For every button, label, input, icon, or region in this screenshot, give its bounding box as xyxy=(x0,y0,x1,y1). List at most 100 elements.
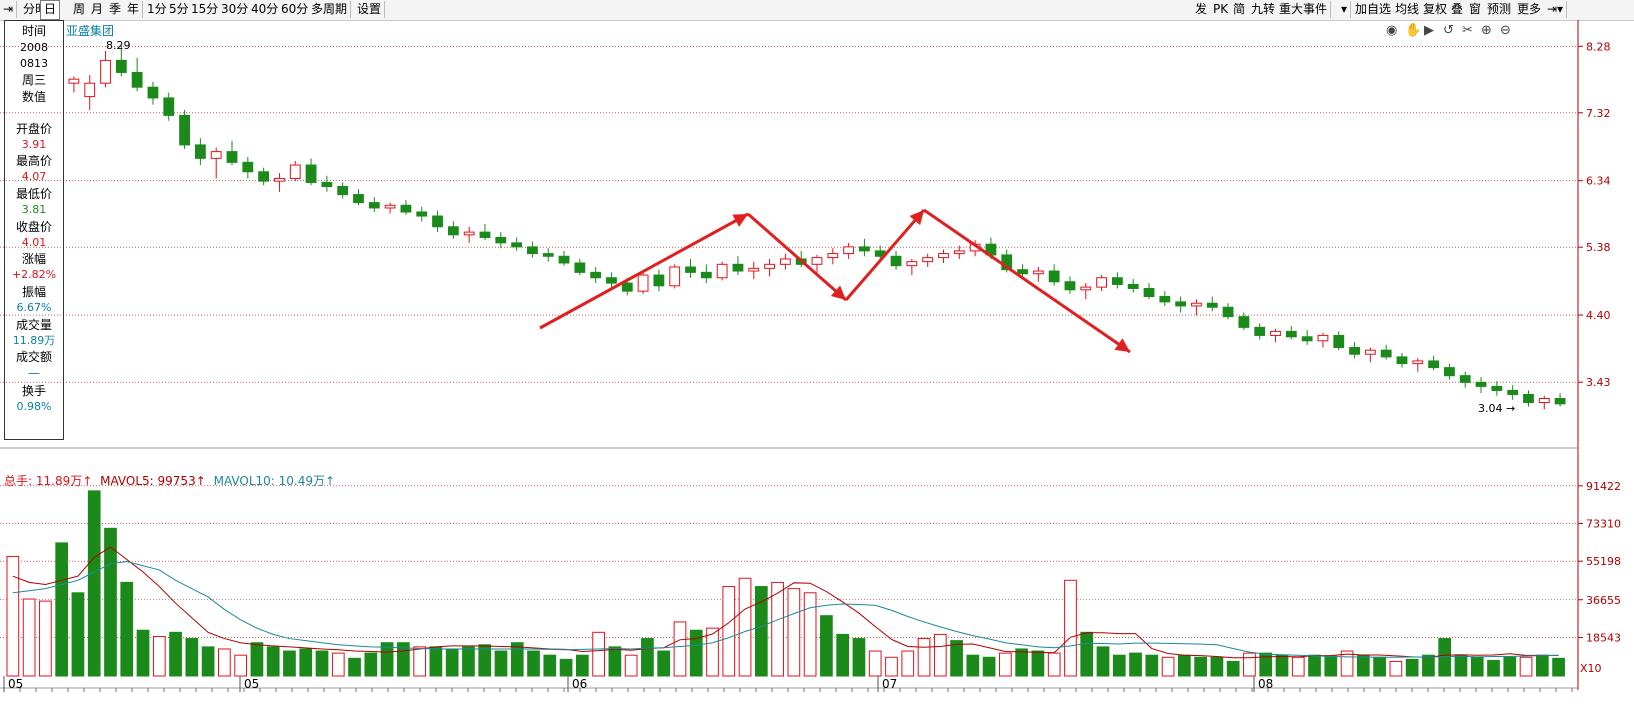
volume-bar[interactable] xyxy=(55,542,69,677)
volume-bar[interactable] xyxy=(771,581,784,677)
volume-bar[interactable] xyxy=(185,638,199,677)
candle-body[interactable] xyxy=(811,257,823,265)
volume-bar[interactable] xyxy=(1535,654,1549,677)
candle-body[interactable] xyxy=(1175,301,1187,307)
candle-body[interactable] xyxy=(716,263,728,279)
right-button-2[interactable]: 简 xyxy=(1230,1,1250,18)
candle-body[interactable] xyxy=(922,257,934,263)
volume-bar[interactable] xyxy=(39,600,52,677)
volume-bar[interactable] xyxy=(1275,654,1289,677)
chevron-down-icon[interactable]: ▾ xyxy=(1338,1,1352,18)
candle-body[interactable] xyxy=(859,246,870,252)
volume-bar[interactable] xyxy=(608,646,622,677)
right-button-5[interactable]: 加自选 xyxy=(1352,1,1396,18)
volume-bar[interactable] xyxy=(1470,656,1484,677)
volume-bar[interactable] xyxy=(71,592,85,677)
candle-body[interactable] xyxy=(163,97,175,116)
volume-bar[interactable] xyxy=(1291,656,1305,677)
period-tab-10[interactable]: 40分 xyxy=(248,1,283,18)
candle-body[interactable] xyxy=(479,231,491,238)
volume-bar[interactable] xyxy=(1503,656,1517,677)
volume-bar[interactable] xyxy=(169,631,182,677)
right-button-4[interactable]: 重大事件 xyxy=(1276,1,1332,18)
scissors-icon[interactable]: ✂ xyxy=(1462,23,1473,38)
volume-bar[interactable] xyxy=(1552,657,1565,677)
volume-bar[interactable] xyxy=(673,621,687,677)
candle-body[interactable] xyxy=(1127,283,1139,289)
candle-body[interactable] xyxy=(68,78,80,84)
volume-bar[interactable] xyxy=(136,629,150,677)
candle-body[interactable] xyxy=(1444,367,1455,377)
candle-body[interactable] xyxy=(463,231,475,236)
volume-bar[interactable] xyxy=(803,592,817,677)
volume-bar[interactable] xyxy=(104,527,117,677)
candle-body[interactable] xyxy=(1206,302,1218,308)
candle-body[interactable] xyxy=(100,59,111,84)
play-icon[interactable]: ▶ xyxy=(1424,23,1434,38)
candle-body[interactable] xyxy=(606,277,617,284)
candle-body[interactable] xyxy=(1317,334,1329,342)
candle-body[interactable] xyxy=(1270,330,1281,336)
candle-body[interactable] xyxy=(511,242,523,248)
candle-body[interactable] xyxy=(637,274,649,292)
volume-bar[interactable] xyxy=(1389,660,1403,677)
volume-bar[interactable] xyxy=(1324,655,1338,677)
candle-body[interactable] xyxy=(1554,397,1566,405)
candle-body[interactable] xyxy=(700,271,712,279)
candle-body[interactable] xyxy=(1475,381,1487,387)
volume-bar[interactable] xyxy=(706,627,719,677)
volume-bar[interactable] xyxy=(234,654,248,677)
candle-body[interactable] xyxy=(1048,270,1060,283)
volume-bar[interactable] xyxy=(315,650,329,677)
candle-body[interactable] xyxy=(147,86,159,99)
candle-body[interactable] xyxy=(1396,356,1408,365)
period-tab-9[interactable]: 30分 xyxy=(218,1,253,18)
candle-body[interactable] xyxy=(226,151,238,163)
candle-body[interactable] xyxy=(194,144,206,159)
volume-bar[interactable] xyxy=(1080,631,1094,677)
candle-body[interactable] xyxy=(1096,277,1107,288)
candle-body[interactable] xyxy=(368,202,380,209)
candle-body[interactable] xyxy=(1064,281,1076,291)
candle-body[interactable] xyxy=(906,261,918,267)
candle-body[interactable] xyxy=(258,171,270,182)
candle-body[interactable] xyxy=(1364,349,1376,355)
right-button-3[interactable]: 九转 xyxy=(1248,1,1280,18)
right-button-7[interactable]: 复权 xyxy=(1420,1,1452,18)
volume-bar[interactable] xyxy=(1519,656,1533,677)
period-tab-2[interactable]: 周 xyxy=(70,1,90,18)
candle-body[interactable] xyxy=(1349,347,1360,355)
volume-bar[interactable] xyxy=(510,642,524,677)
volume-bar[interactable] xyxy=(6,555,20,677)
volume-bar[interactable] xyxy=(1161,656,1175,677)
volume-bar[interactable] xyxy=(1129,652,1142,677)
right-button-0[interactable]: 发 xyxy=(1192,1,1212,18)
volume-bar[interactable] xyxy=(1210,656,1224,677)
zoom-in-icon[interactable]: ⊕ xyxy=(1481,23,1492,38)
period-tab-6[interactable]: 1分 xyxy=(144,1,171,18)
volume-bar[interactable] xyxy=(787,588,801,677)
candle-body[interactable] xyxy=(1080,286,1092,291)
volume-bar[interactable] xyxy=(1259,652,1273,677)
volume-bar[interactable] xyxy=(559,658,573,677)
volume-bar[interactable] xyxy=(250,642,264,677)
volume-bar[interactable] xyxy=(266,646,280,677)
volume-bar[interactable] xyxy=(218,648,231,677)
volume-bar[interactable] xyxy=(22,598,36,677)
candle-body[interactable] xyxy=(574,262,586,273)
volume-bar[interactable] xyxy=(1454,654,1468,677)
volume-bar[interactable] xyxy=(738,577,752,677)
candle-body[interactable] xyxy=(542,253,554,257)
right-button-6[interactable]: 均线 xyxy=(1392,1,1424,18)
volume-bar[interactable] xyxy=(397,642,410,677)
volume-bar[interactable] xyxy=(657,650,671,677)
volume-bar[interactable] xyxy=(1145,654,1159,677)
right-button-9[interactable]: 窗 xyxy=(1466,1,1486,18)
volume-bar[interactable] xyxy=(950,640,963,677)
candle-body[interactable] xyxy=(84,82,96,98)
candle-body[interactable] xyxy=(953,250,965,255)
volume-bar[interactable] xyxy=(1356,654,1370,677)
volume-bar[interactable] xyxy=(624,654,638,677)
candle-body[interactable] xyxy=(1238,316,1250,328)
